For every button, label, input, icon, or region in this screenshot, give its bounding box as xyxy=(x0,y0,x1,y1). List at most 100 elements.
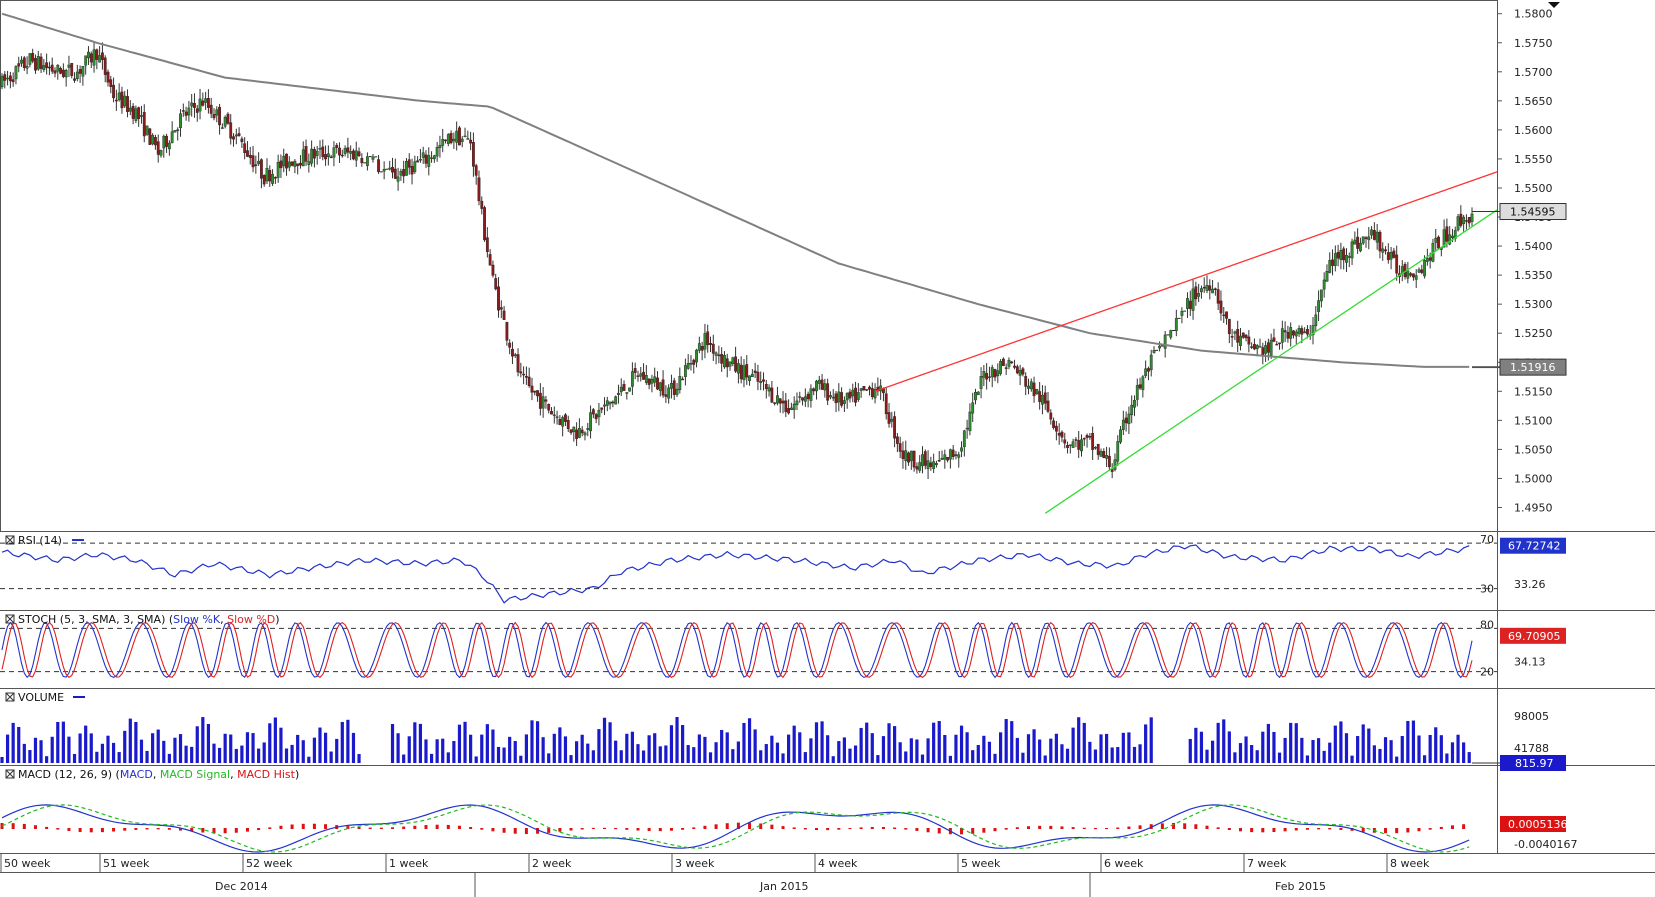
candle xyxy=(1308,324,1312,340)
candle-bull xyxy=(644,375,648,383)
volume-bar xyxy=(474,756,478,763)
candle-bull xyxy=(859,388,863,391)
candle-bull xyxy=(1127,413,1131,424)
candle-bear xyxy=(313,149,316,159)
candle-bull xyxy=(809,388,813,401)
macd-hist-bar xyxy=(33,825,37,829)
volume-bar xyxy=(162,740,166,763)
candle-bull xyxy=(167,142,171,150)
candle-bull xyxy=(460,138,464,142)
candle xyxy=(600,407,604,414)
macd-hist-bar xyxy=(1116,827,1120,829)
macd-hist-bar xyxy=(881,827,885,829)
candle xyxy=(742,359,746,388)
candle xyxy=(64,68,68,87)
volume-bar xyxy=(675,717,679,763)
volume-bar xyxy=(681,725,685,763)
candle xyxy=(720,347,724,372)
macd-hist-bar xyxy=(379,827,383,829)
volume-bar xyxy=(1372,745,1376,763)
volume-bar xyxy=(56,721,60,763)
candle xyxy=(1280,320,1284,350)
candle xyxy=(430,151,433,163)
candle xyxy=(262,174,266,187)
candle-bull xyxy=(1350,241,1354,259)
candle xyxy=(307,153,311,173)
candle-bull xyxy=(413,161,417,172)
candle-bear xyxy=(1060,431,1064,438)
candle xyxy=(103,55,107,83)
candle-bull xyxy=(198,98,202,112)
candle xyxy=(865,389,869,392)
candle-bull xyxy=(419,158,422,161)
candle xyxy=(338,142,341,163)
rsi-close-icon[interactable] xyxy=(5,535,15,545)
candle xyxy=(1278,342,1281,350)
candle-bear xyxy=(1001,358,1005,366)
candle-bear xyxy=(1110,469,1114,472)
macd-hist-bar xyxy=(669,828,673,831)
candle-bear xyxy=(993,369,997,378)
candle xyxy=(513,352,517,358)
volume-bar xyxy=(619,750,623,763)
candle-bear xyxy=(636,375,640,377)
candle xyxy=(1266,338,1270,361)
candle xyxy=(405,158,408,176)
volume-bar xyxy=(217,747,222,763)
candle xyxy=(946,457,949,463)
candle-bull xyxy=(1211,288,1214,294)
candle xyxy=(798,391,802,403)
candle xyxy=(1147,366,1150,381)
candle-bull xyxy=(1406,270,1410,279)
candle xyxy=(566,415,570,432)
macd-hist-bar xyxy=(1339,828,1343,830)
candle xyxy=(1032,376,1036,403)
macd-hist-bar xyxy=(748,822,752,829)
candle-bull xyxy=(179,113,182,129)
candle xyxy=(1420,264,1424,275)
candle xyxy=(1102,448,1106,459)
candle-bull xyxy=(639,373,643,377)
volume-bar xyxy=(842,737,846,763)
candle xyxy=(728,361,732,371)
macd-close-icon[interactable] xyxy=(5,769,15,779)
macd-hist-bar xyxy=(1172,822,1176,829)
candle xyxy=(1247,330,1251,353)
volume-close-icon[interactable] xyxy=(5,692,15,702)
candle-bull xyxy=(220,127,224,129)
candle-bear xyxy=(594,414,598,420)
candle-bull xyxy=(1197,293,1201,297)
volume-bar xyxy=(195,726,199,763)
volume-bar xyxy=(892,726,897,763)
volume-bar xyxy=(50,736,54,763)
candle xyxy=(17,56,21,73)
candle xyxy=(120,86,124,114)
candle xyxy=(173,130,177,133)
candle-bear xyxy=(1412,273,1415,278)
week-label: 2 week xyxy=(532,857,572,870)
candle-bull xyxy=(421,152,425,158)
candle-bear xyxy=(193,103,196,108)
candle xyxy=(739,356,743,384)
volume-bar xyxy=(223,733,227,763)
candle xyxy=(229,114,233,145)
candle-bull xyxy=(845,392,849,401)
candle-bear xyxy=(784,400,788,412)
candle-bull xyxy=(935,462,938,466)
candle-bull xyxy=(1311,325,1315,336)
macd-hist-bar xyxy=(580,828,584,830)
candle-bull xyxy=(438,144,442,148)
candle xyxy=(304,139,308,166)
candle-bull xyxy=(750,373,754,378)
macd-hist-bar xyxy=(1227,828,1231,830)
candle xyxy=(929,456,933,471)
volume-bar xyxy=(1400,735,1404,763)
volume-bar xyxy=(580,734,584,763)
candle xyxy=(463,127,467,138)
moving-average-line xyxy=(1,12,1470,368)
candle-bull xyxy=(332,147,336,158)
candle-bull xyxy=(1099,451,1103,457)
candle xyxy=(134,105,138,124)
candle-bear xyxy=(402,169,406,177)
scroll-marker-icon[interactable] xyxy=(1548,2,1560,8)
